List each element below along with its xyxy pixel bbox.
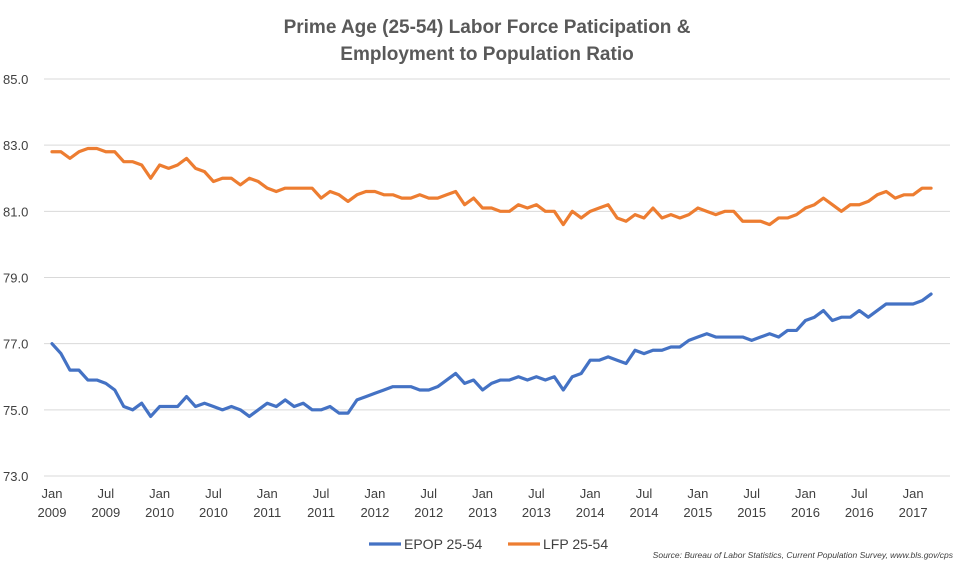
x-tick-year-label: 2014 <box>576 505 605 520</box>
y-tick-label: 81.0 <box>3 204 28 219</box>
y-tick-label: 83.0 <box>3 138 28 153</box>
x-tick-year-label: 2012 <box>360 505 389 520</box>
x-tick-year-label: 2009 <box>91 505 120 520</box>
x-tick-year-label: 2013 <box>522 505 551 520</box>
x-tick-month-label: Jan <box>257 486 278 501</box>
x-tick-month-label: Jul <box>636 486 653 501</box>
chart-title-line: Prime Age (25-54) Labor Force Paticipati… <box>284 17 691 38</box>
x-tick-month-label: Jul <box>98 486 115 501</box>
x-tick-year-label: 2009 <box>38 505 67 520</box>
legend-label: LFP 25-54 <box>543 536 608 552</box>
chart-title-line: Employment to Population Ratio <box>340 44 633 65</box>
x-tick-month-label: Jul <box>851 486 868 501</box>
legend: EPOP 25-54 LFP 25-54 <box>369 536 608 552</box>
chart-title: Prime Age (25-54) Labor Force Paticipati… <box>284 17 691 65</box>
x-tick-year-label: 2016 <box>791 505 820 520</box>
x-tick-year-label: 2016 <box>845 505 874 520</box>
legend-label: EPOP 25-54 <box>404 536 483 552</box>
x-tick-year-label: 2010 <box>199 505 228 520</box>
x-tick-month-label: Jan <box>580 486 601 501</box>
series-lines <box>50 146 933 419</box>
x-tick-year-label: 2015 <box>737 505 766 520</box>
x-tick-month-label: Jul <box>205 486 222 501</box>
x-tick-month-label: Jul <box>528 486 545 501</box>
x-tick-year-label: 2012 <box>414 505 443 520</box>
x-tick-month-label: Jul <box>743 486 760 501</box>
x-tick-month-label: Jan <box>903 486 924 501</box>
x-axis-ticks: Jan 2009 Jul 2009 Jan 2010 Jul 2010 Jan 2011 Jul 20… <box>38 486 928 520</box>
x-tick-month-label: Jan <box>795 486 816 501</box>
x-tick-month-label: Jan <box>42 486 63 501</box>
y-tick-label: 75.0 <box>3 403 28 418</box>
gridlines <box>44 78 950 477</box>
x-tick-month-label: Jan <box>687 486 708 501</box>
y-tick-label: 73.0 <box>3 469 28 484</box>
x-tick-year-label: 2013 <box>468 505 497 520</box>
x-tick-year-label: 2017 <box>899 505 928 520</box>
x-tick-month-label: Jul <box>313 486 330 501</box>
x-tick-month-label: Jan <box>364 486 385 501</box>
series-line-epop-25-54 <box>50 292 933 419</box>
x-tick-month-label: Jan <box>472 486 493 501</box>
y-tick-label: 85.0 <box>3 72 28 87</box>
y-axis-ticks: 73.0 75.0 77.0 79.0 81.0 83.0 85.0 <box>3 72 28 484</box>
x-tick-year-label: 2011 <box>253 505 281 520</box>
source-note: Source: Bureau of Labor Statistics, Curr… <box>653 550 954 560</box>
x-tick-year-label: 2015 <box>683 505 712 520</box>
series-line-lfp-25-54 <box>50 146 933 227</box>
x-tick-month-label: Jan <box>149 486 170 501</box>
x-tick-year-label: 2014 <box>630 505 659 520</box>
y-tick-label: 79.0 <box>3 271 28 286</box>
x-tick-year-label: 2010 <box>145 505 174 520</box>
y-tick-label: 77.0 <box>3 337 28 352</box>
x-tick-month-label: Jul <box>420 486 437 501</box>
x-tick-year-label: 2011 <box>307 505 335 520</box>
